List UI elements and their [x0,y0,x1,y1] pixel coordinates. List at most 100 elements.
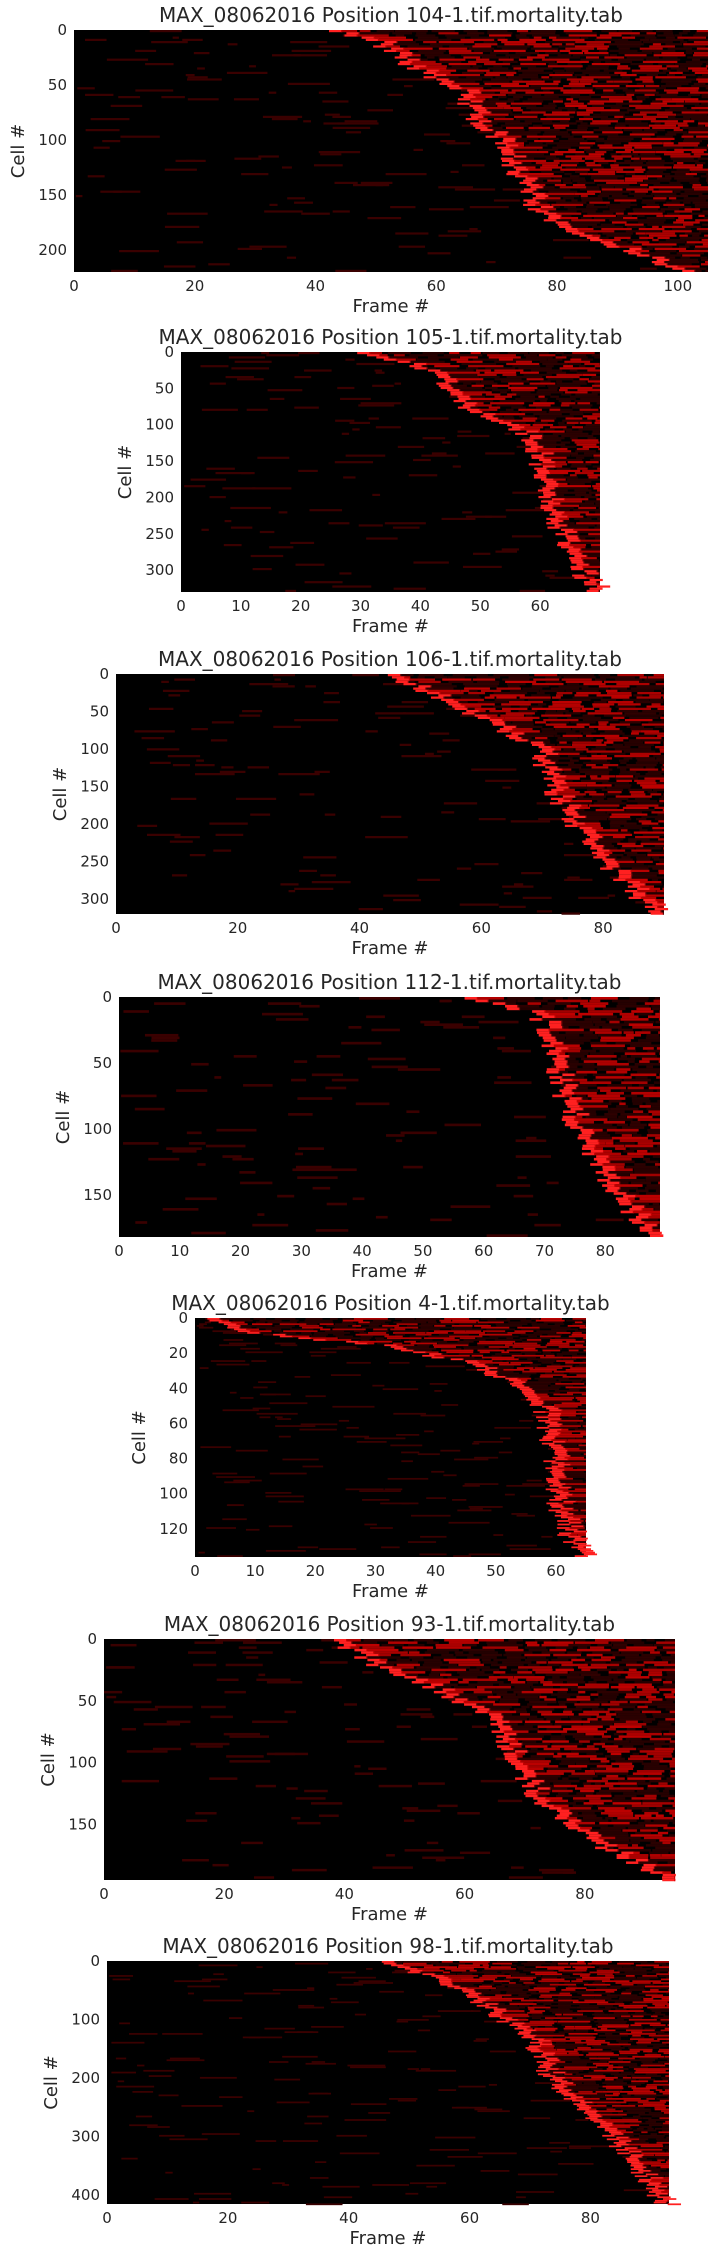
signal-segment [580,1521,586,1524]
onset-cell [367,1658,381,1662]
noise-segment [388,2050,417,2053]
signal-segment [695,162,706,165]
signal-segment [694,104,708,107]
signal-segment [631,69,659,72]
noise-segment [477,131,496,134]
signal-segment [440,1321,477,1324]
signal-segment [540,118,571,121]
noise-segment [323,701,341,704]
signal-segment [580,1789,595,1793]
noise-segment [305,2062,336,2065]
signal-segment [556,791,580,794]
signal-segment [618,47,630,50]
noise-segment [167,755,201,758]
onset-cell [469,113,484,116]
signal-segment [594,2020,628,2023]
signal-segment [522,71,553,74]
signal-segment [646,175,663,178]
x-tick-label: 0 [69,277,79,295]
signal-segment [452,386,483,390]
signal-segment [600,223,615,226]
signal-segment [624,1695,640,1699]
signal-segment [609,1787,644,1790]
signal-segment [582,1360,586,1362]
noise-segment [334,461,374,464]
onset-cell [520,190,534,193]
noise-segment [341,432,350,435]
onset-cell [577,1548,591,1550]
onset-cell [512,426,526,429]
signal-segment [693,41,708,44]
onset-cell [606,245,620,248]
signal-segment [578,537,586,540]
signal-segment [491,1982,503,1984]
signal-segment [584,1018,601,1021]
signal-segment [583,1349,586,1352]
onset-cell [589,578,603,582]
signal-segment [531,694,551,697]
noise-segment [396,2020,409,2023]
signal-segment [635,701,664,704]
signal-segment [511,1975,541,1977]
signal-segment [635,107,662,110]
signal-segment [596,1668,612,1672]
signal-segment [460,703,495,706]
signal-segment [491,384,510,387]
signal-segment [646,1033,660,1037]
signal-segment [621,1081,648,1085]
signal-segment [497,135,522,138]
signal-segment [500,1673,535,1677]
onset-cell [436,382,450,385]
signal-segment [561,1049,581,1053]
signal-segment [497,38,508,41]
signal-segment [706,177,708,180]
signal-segment [473,49,493,52]
signal-segment [598,728,620,731]
signal-segment [514,1737,543,1741]
signal-segment [502,678,530,681]
signal-segment [595,1964,631,1967]
signal-segment [525,1641,538,1644]
signal-segment [562,1041,584,1045]
signal-segment [366,1656,401,1659]
onset-cell [543,777,558,780]
onset-cell [570,1107,584,1111]
signal-segment [680,41,688,44]
signal-segment [631,732,639,735]
onset-cell [639,1226,654,1230]
onset-cell [539,2064,554,2067]
signal-segment [591,827,604,830]
signal-segment [555,1794,585,1798]
signal-segment [656,1973,669,1976]
signal-segment [479,1996,503,1998]
noise-segment [450,1205,491,1208]
onset-cell [546,1068,561,1071]
signal-segment [426,1332,448,1334]
signal-segment [558,1052,566,1056]
signal-segment [581,1339,586,1341]
signal-segment [482,100,515,103]
noise-segment [176,241,204,244]
signal-segment [619,2054,639,2056]
signal-segment [569,1520,584,1522]
signal-segment [525,1658,549,1662]
onset-cell [650,912,665,915]
signal-segment [583,1802,604,1805]
signal-segment [576,530,600,534]
signal-segment [674,148,707,151]
signal-segment [680,192,703,195]
signal-segment [607,791,622,794]
noise-segment [286,1787,298,1790]
signal-segment [636,858,651,861]
signal-segment [529,1700,557,1704]
onset-cell [603,1173,618,1177]
signal-segment [622,734,655,737]
onset-cell [569,552,583,555]
signal-segment [549,1340,563,1343]
noise-segment [441,1404,459,1406]
signal-segment [249,1330,272,1333]
signal-segment [463,1339,486,1341]
noise-segment [595,1218,624,1222]
onset-cell [556,786,570,789]
signal-segment [555,2052,568,2055]
